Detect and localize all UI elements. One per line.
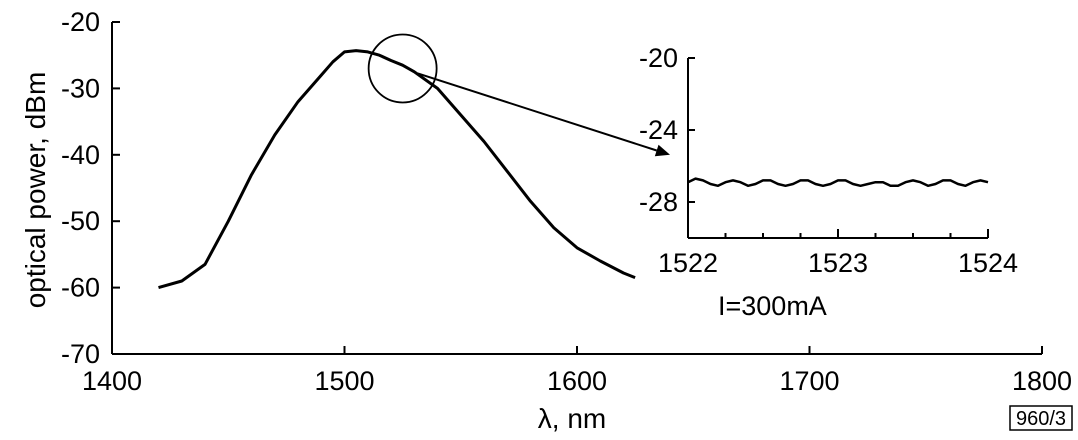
inset-x-tick-label: 1522 <box>658 248 718 278</box>
figure-id-box <box>1009 405 1073 431</box>
main-x-ticks: 1400 1500 1600 1700 1800 <box>82 346 1072 396</box>
figure-id: 960/3 <box>1016 408 1066 430</box>
inset-chart: -28 -24 -20 1522 1523 1524 I=300mA <box>639 43 1018 321</box>
main-y-tick-label: -40 <box>61 140 100 170</box>
main-chart: -70-60-50-40-30-20 1400 1500 1600 1700 1800 … <box>20 7 1073 434</box>
main-x-tick-label: 1400 <box>82 366 142 396</box>
main-y-tick-label: -20 <box>61 7 100 37</box>
main-y-tick-label: -50 <box>61 206 100 236</box>
main-y-tick-label: -30 <box>61 73 100 103</box>
zoom-arrow <box>417 72 657 152</box>
inset-series-line <box>687 177 989 188</box>
main-x-tick-label: 1700 <box>779 366 839 396</box>
inset-x-tick-label: 1523 <box>808 248 868 278</box>
main-x-axis-title: λ, nm <box>538 403 606 434</box>
inset-y-ticks: -28 -24 -20 <box>639 43 695 217</box>
inset-y-tick-label: -24 <box>639 115 678 145</box>
main-x-tick-label: 1600 <box>547 366 607 396</box>
main-y-ticks: -70 -60 -50 -40 -30 -20 <box>61 7 120 369</box>
main-y-tick-label: -60 <box>61 273 100 303</box>
zoom-circle <box>367 33 438 104</box>
inset-current-label: I=300mA <box>718 291 827 321</box>
main-x-tick-label: 1500 <box>314 366 374 396</box>
inset-y-tick-label: -28 <box>639 187 678 217</box>
inset-y-tick-label: -20 <box>639 43 678 73</box>
main-y-tick-label: -70 <box>61 339 100 369</box>
main-y-axis-title: optical power, dBm <box>20 72 51 309</box>
main-series-line <box>158 49 636 290</box>
inset-x-ticks: 1522 1523 1524 <box>658 229 1018 278</box>
zoom-arrowhead <box>654 144 670 157</box>
inset-x-tick-label: 1524 <box>958 248 1018 278</box>
main-x-tick-label: 1800 <box>1012 366 1072 396</box>
